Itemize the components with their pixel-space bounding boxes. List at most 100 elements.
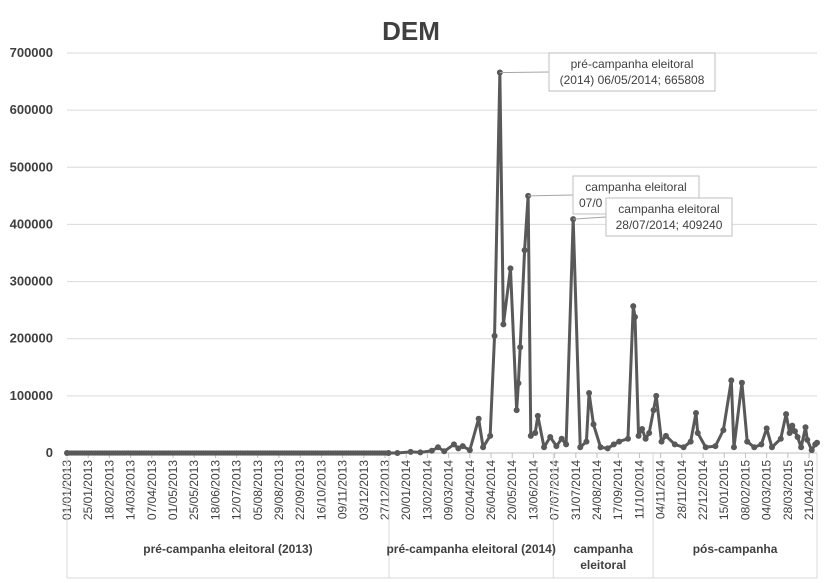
- x-tick-label: 22/09/2013: [293, 460, 307, 520]
- callout-leader: [528, 194, 574, 197]
- x-tick-label: 04/11/2014: [654, 460, 668, 519]
- data-point: [435, 444, 442, 451]
- data-point: [744, 438, 751, 445]
- data-point: [768, 444, 775, 451]
- y-tick-label: 700000: [10, 45, 53, 60]
- callout-text-line2: 28/07/2014; 409240: [616, 218, 723, 232]
- x-tick-label: 28/03/2015: [781, 460, 795, 520]
- callout-layer: pré-campanha eleitoral (2014) 06/05/2014;…: [499, 52, 733, 237]
- data-point: [786, 430, 793, 436]
- data-point: [671, 441, 678, 448]
- data-point: [804, 436, 811, 443]
- y-tick-label: 400000: [10, 216, 53, 231]
- data-point: [632, 314, 639, 320]
- data-point: [798, 444, 805, 451]
- data-point: [541, 444, 548, 451]
- data-point: [507, 265, 514, 272]
- x-tick-label: 20/05/2014: [505, 460, 519, 520]
- data-point: [553, 443, 560, 450]
- callout-text-line1: campanha eleitoral: [585, 180, 686, 194]
- x-axis-ticks: 01/01/2013 25/01/2013 18/02/2013 14/03/2013…: [60, 452, 817, 520]
- x-tick-label: 16/10/2013: [314, 460, 328, 520]
- data-point: [720, 427, 727, 434]
- data-point: [783, 411, 790, 418]
- y-tick-label: 600000: [10, 102, 53, 117]
- data-point: [513, 407, 520, 414]
- x-tick-label: 27/12/2013: [378, 460, 392, 520]
- data-point: [558, 435, 565, 442]
- data-point: [630, 303, 637, 310]
- x-tick-label: 21/04/2015: [802, 460, 816, 520]
- y-tick-label: 100000: [10, 388, 53, 403]
- group-label: pós-campanha: [693, 542, 778, 556]
- callout-text-line1: pré-campanha eleitoral: [571, 57, 694, 71]
- data-point: [517, 344, 524, 351]
- data-point: [791, 428, 798, 435]
- data-point: [635, 432, 642, 439]
- x-tick-label: 29/08/2013: [272, 460, 286, 520]
- x-tick-label: 18/06/2013: [208, 460, 222, 520]
- data-point: [604, 445, 611, 452]
- x-tick-label: 12/07/2013: [230, 460, 244, 520]
- group-label: pré-campanha eleitoral (2013): [143, 542, 312, 556]
- data-point: [794, 434, 801, 440]
- callout-text-line1: campanha eleitoral: [618, 202, 719, 216]
- x-tick-label: 07/04/2013: [145, 460, 159, 520]
- data-point: [763, 425, 770, 432]
- data-point: [814, 439, 820, 446]
- data-point: [450, 441, 457, 448]
- data-point: [547, 434, 554, 440]
- group-label: campanha eleitoral: [574, 542, 634, 572]
- callout-text-line2: (2014) 06/05/2014; 665808: [560, 73, 705, 87]
- data-point: [694, 430, 701, 436]
- y-tick-label: 0: [46, 445, 53, 460]
- data-point: [428, 447, 435, 454]
- data-point: [455, 445, 462, 452]
- callout-leader: [573, 216, 607, 220]
- data-point: [441, 448, 448, 455]
- x-tick-label: 13/06/2014: [526, 460, 540, 520]
- x-tick-label: 11/10/2014: [632, 460, 646, 519]
- data-point: [475, 415, 482, 422]
- data-point: [789, 422, 796, 429]
- data-point: [534, 412, 541, 419]
- data-point: [658, 438, 665, 445]
- x-tick-label: 07/07/2014: [548, 460, 562, 520]
- data-point: [487, 432, 494, 439]
- data-point: [459, 443, 466, 450]
- data-point: [642, 435, 649, 442]
- x-tick-label: 18/02/2013: [102, 460, 116, 520]
- data-point: [687, 438, 694, 445]
- data-point: [491, 332, 498, 339]
- callout-text-line2: 07/0: [579, 196, 603, 210]
- y-tick-label: 200000: [10, 331, 53, 346]
- y-axis-ticks: 0 100000 200000 300000 400000 500000 600000 700…: [10, 45, 53, 460]
- y-tick-label: 500000: [10, 159, 53, 174]
- x-tick-label: 09/11/2013: [336, 460, 350, 519]
- series-layer: [64, 69, 820, 456]
- x-tick-label: 03/12/2013: [357, 460, 371, 520]
- data-point: [515, 380, 522, 387]
- data-point: [616, 438, 623, 445]
- data-point: [758, 441, 765, 448]
- data-point: [639, 426, 646, 432]
- data-point: [532, 430, 539, 436]
- data-point: [500, 321, 507, 328]
- callout-leader: [499, 71, 550, 74]
- data-point: [728, 377, 735, 384]
- x-tick-label: 09/03/2014: [442, 460, 456, 520]
- data-point: [466, 447, 473, 454]
- data-point: [586, 390, 593, 396]
- x-tick-label: 25/05/2013: [187, 460, 201, 520]
- data-point: [751, 444, 758, 451]
- x-tick-label: 15/01/2015: [717, 460, 731, 520]
- data-point: [417, 449, 424, 456]
- x-tick-label: 01/05/2013: [166, 460, 180, 520]
- x-tick-label: 05/08/2013: [251, 460, 265, 520]
- x-tick-label: 26/04/2014: [484, 460, 498, 520]
- data-point: [480, 444, 487, 451]
- x-tick-label: 24/08/2014: [590, 460, 604, 520]
- data-point: [577, 444, 584, 451]
